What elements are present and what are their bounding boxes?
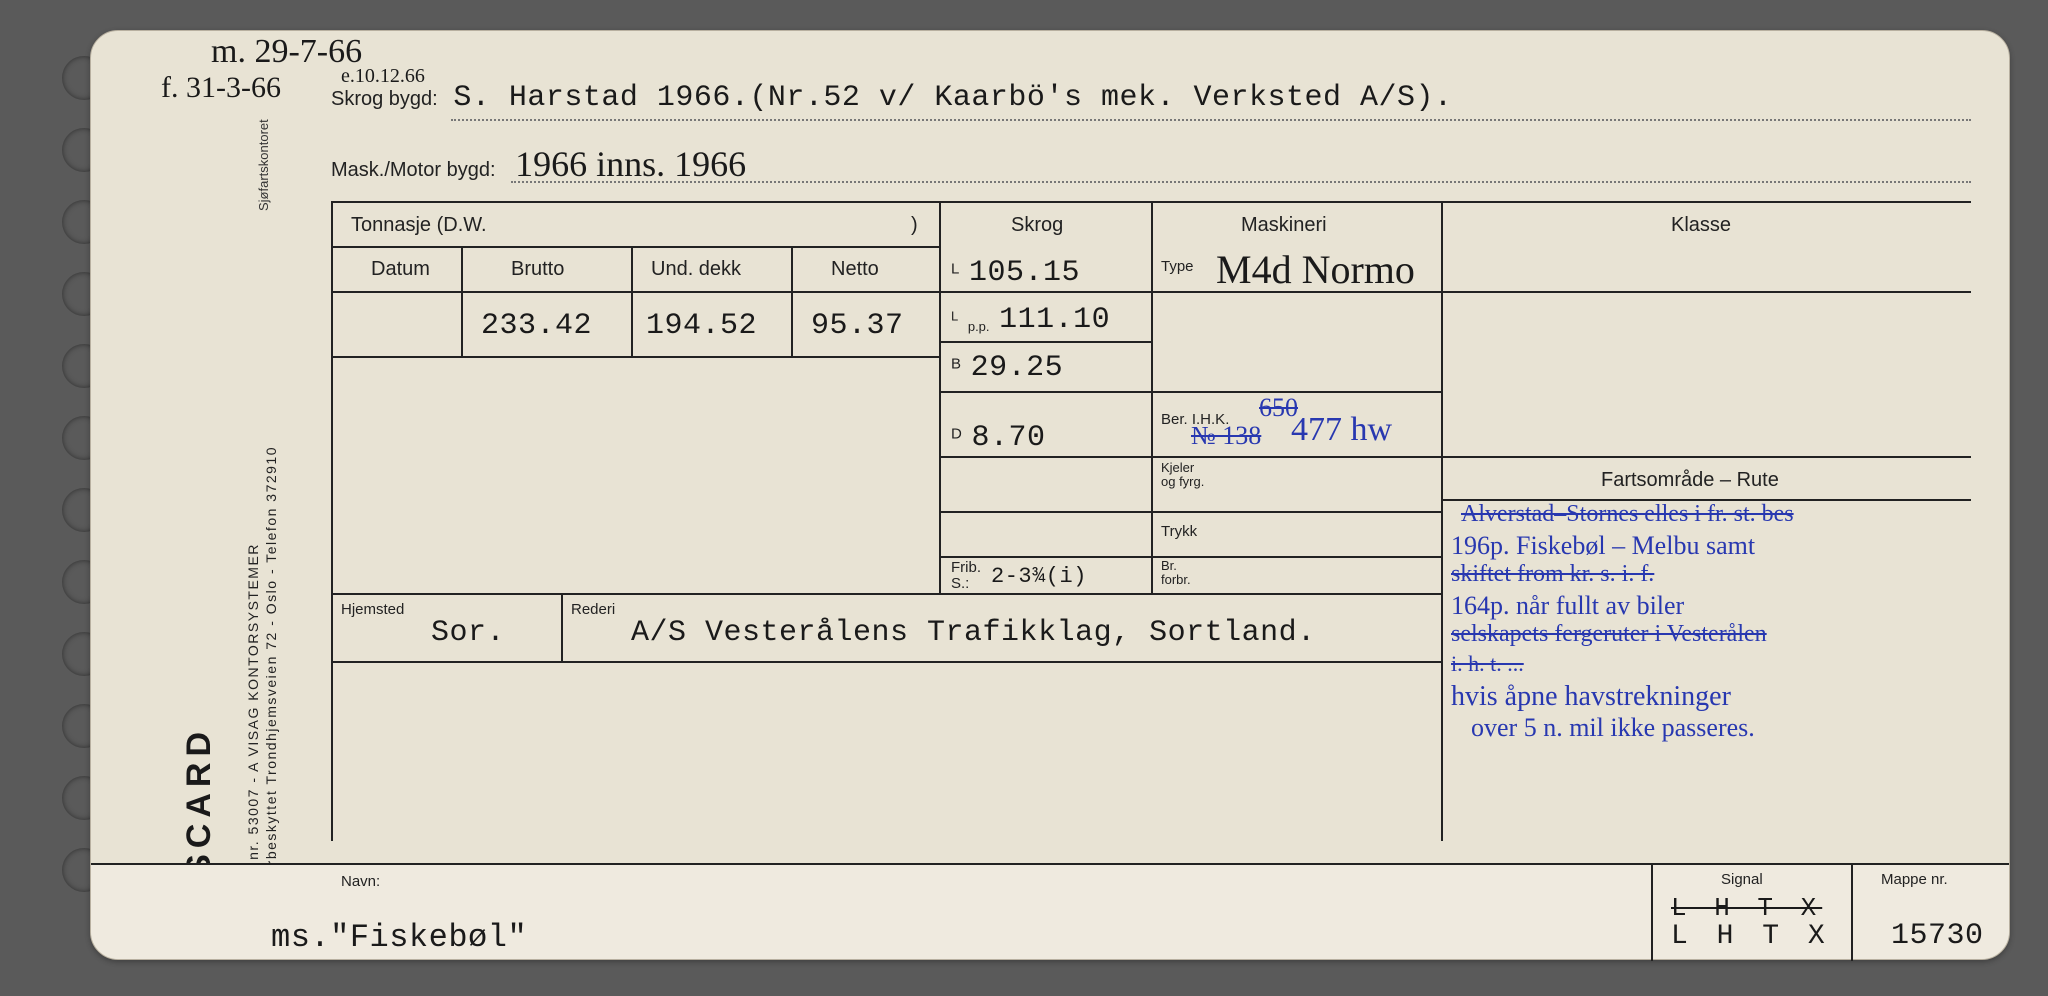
row-B: B 29.25 (951, 351, 1063, 385)
value-mappe: 15730 (1891, 919, 1984, 953)
rule (331, 593, 1441, 595)
value-ber-no: № 138 (1191, 421, 1261, 451)
label-klasse: Klasse (1671, 214, 1731, 237)
rule (331, 201, 333, 841)
value-type: M4d Normo (1216, 246, 1415, 293)
label-netto: Netto (831, 258, 879, 281)
rule (939, 341, 1151, 343)
label-type: Type (1161, 258, 1194, 275)
label-L: L (951, 261, 959, 278)
label-skrog-col: Skrog (1011, 214, 1063, 237)
label-motor-bygd: Mask./Motor bygd: (331, 159, 496, 181)
label-B: B (951, 356, 961, 373)
rule (1441, 456, 1971, 458)
rule (791, 246, 793, 356)
klasse-note-4: selskapets fergeruter i Vesterålen (1451, 621, 1767, 648)
dotline (511, 181, 1971, 183)
value-brutto: 233.42 (481, 309, 592, 343)
rule (939, 456, 1441, 458)
klasse-note-7: over 5 n. mil ikke passeres. (1471, 713, 1755, 743)
value-hjemsted: Sor. (431, 616, 505, 650)
value-skrog-bygd: S. Harstad 1966.(Nr.52 v/ Kaarbö's mek. … (453, 81, 1452, 115)
label-Lpp-sub: p.p. (968, 319, 990, 334)
annotation-m-date: m. 29-7-66 (211, 33, 362, 71)
row-skrog-bygd: Skrog bygd: S. Harstad 1966.(Nr.52 v/ Ka… (331, 81, 1971, 121)
label-kjeler: Kjeler og fyrg. (1161, 461, 1204, 490)
rule (631, 246, 633, 356)
rule (939, 391, 1441, 393)
rule (1441, 201, 1443, 841)
page: VISCARD Skjema nr. 53007 - A VISAG KONTO… (20, 20, 2028, 976)
label-maskineri: Maskineri (1241, 214, 1327, 237)
value-navn: ms."Fiskebøl" (271, 919, 527, 956)
label-fartsomrade: Fartsområde – Rute (1601, 469, 1779, 492)
value-B: 29.25 (971, 351, 1064, 385)
brand-line2: Mønsterbeskyttet Trondhjemsveien 72 - Os… (263, 446, 279, 921)
klasse-note-6: hvis åpne havstrekninger (1451, 681, 1731, 713)
side-top-label: Sjøfartskontoret (271, 91, 291, 211)
value-frib: 2-3¾(i) (991, 564, 1087, 589)
klasse-note-2: skiftet from kr. s. i. f. (1451, 561, 1654, 588)
annotation-f-date: f. 31-3-66 (161, 71, 281, 105)
value-signal-2: L H T X (1671, 921, 1831, 952)
label-mappe: Mappe nr. (1881, 871, 1948, 888)
dotline (451, 119, 1971, 121)
rule (939, 201, 941, 593)
label-skrog-bygd: Skrog bygd: (331, 88, 438, 110)
side-brand: VISCARD Skjema nr. 53007 - A VISAG KONTO… (219, 151, 259, 921)
label-trykk: Trykk (1161, 523, 1197, 540)
label-und-dekk: Und. dekk (651, 258, 741, 281)
value-signal-1: L H T X (1671, 893, 1822, 923)
bottom-bar: Navn: ms."Fiskebøl" Signal L H T X L H T… (91, 863, 2009, 959)
label-tonnasje-close: ) (911, 214, 918, 237)
label-tonnasje: Tonnasje (D.W. (351, 214, 487, 237)
rule (939, 511, 1441, 513)
rule (1851, 865, 1853, 961)
rule (1151, 201, 1153, 593)
label-signal: Signal (1721, 871, 1763, 888)
rule (1651, 865, 1653, 961)
label-datum: Datum (371, 258, 430, 281)
label-brutto: Brutto (511, 258, 564, 281)
rule (561, 593, 563, 661)
label-hjemsted: Hjemsted (341, 601, 404, 618)
row-D: D 8.70 (951, 421, 1045, 455)
value-D: 8.70 (971, 421, 1045, 455)
rule (331, 356, 939, 358)
index-card: VISCARD Skjema nr. 53007 - A VISAG KONTO… (90, 30, 2010, 960)
klasse-note-3: 164p. når fullt av biler (1451, 591, 1684, 621)
label-frib-s: S.: (951, 575, 969, 592)
value-L: 105.15 (969, 256, 1080, 290)
row-L: L 105.15 (951, 256, 1080, 290)
label-Lpp: L (951, 309, 958, 324)
rule (461, 246, 463, 356)
klasse-note-0: Alverstad–Stornes elles i fr. st. bes (1461, 501, 1794, 528)
label-br: Br. forbr. (1161, 559, 1191, 588)
value-Lpp: 111.10 (999, 303, 1110, 337)
label-frib: Frib. (951, 559, 981, 576)
value-und: 194.52 (646, 309, 757, 343)
klasse-note-5: i. h. t. ... (1451, 651, 1524, 677)
label-D: D (951, 426, 962, 443)
row-motor-bygd: Mask./Motor bygd: 1966 inns. 1966 (331, 143, 1971, 183)
klasse-note-1: 196p. Fiskebøl – Melbu samt (1451, 531, 1755, 561)
rule (939, 556, 1441, 558)
value-ber: 477 hw (1291, 411, 1392, 449)
label-rederi: Rederi (571, 601, 615, 618)
rule (331, 246, 939, 248)
value-motor-bygd: 1966 inns. 1966 (515, 144, 746, 184)
value-netto: 95.37 (811, 309, 904, 343)
value-rederi: A/S Vesterålens Trafikklag, Sortland. (631, 616, 1316, 650)
label-navn: Navn: (341, 873, 380, 890)
side-top-label-text: Sjøfartskontoret (256, 119, 271, 211)
rule (331, 661, 1441, 663)
row-Lpp: L p.p. 111.10 (951, 303, 1110, 337)
